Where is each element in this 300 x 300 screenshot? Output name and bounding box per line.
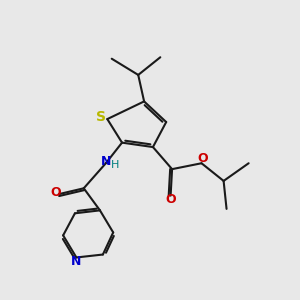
Text: N: N <box>100 155 111 168</box>
Text: O: O <box>50 186 61 199</box>
Text: S: S <box>96 110 106 124</box>
Text: O: O <box>197 152 208 165</box>
Text: H: H <box>111 160 119 170</box>
Text: N: N <box>70 255 81 268</box>
Text: O: O <box>165 193 176 206</box>
